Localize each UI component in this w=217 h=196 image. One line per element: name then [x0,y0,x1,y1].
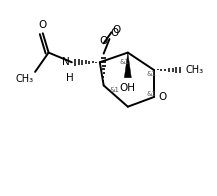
Text: CH₃: CH₃ [15,74,34,84]
Text: CH₃: CH₃ [185,65,204,75]
Text: O: O [100,36,108,46]
Text: OH: OH [120,83,136,93]
Text: O: O [110,28,119,38]
Text: &1: &1 [146,71,156,77]
Polygon shape [124,53,131,78]
Text: O: O [159,92,167,102]
Text: &1: &1 [109,87,120,93]
Text: &1: &1 [146,91,156,97]
Text: O: O [112,25,121,35]
Text: N: N [62,57,70,67]
Text: H: H [66,73,74,83]
Text: O: O [39,20,47,30]
Text: &1: &1 [119,59,129,65]
